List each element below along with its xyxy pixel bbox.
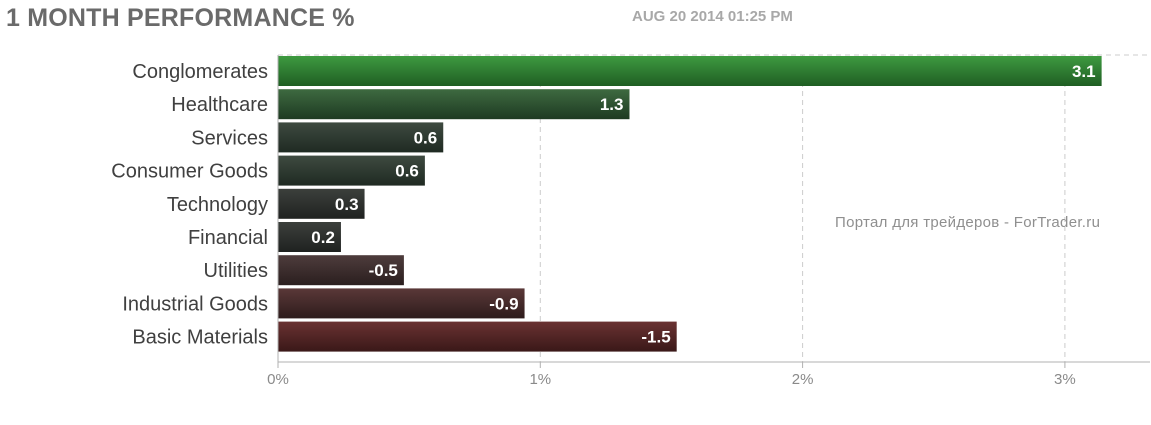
bar-conglomerates xyxy=(278,56,1102,86)
category-label: Basic Materials xyxy=(132,327,268,349)
category-label: Industrial Goods xyxy=(122,293,268,315)
x-tick-label: 2% xyxy=(792,371,814,388)
category-label: Services xyxy=(191,127,268,149)
value-label: 1.3 xyxy=(600,95,624,114)
bars: Conglomerates 3.1 Healthcare 1.3 Services 0.6… xyxy=(111,56,1101,352)
value-label: -1.5 xyxy=(641,328,670,347)
value-label: -0.9 xyxy=(489,294,518,313)
value-label: -0.5 xyxy=(369,261,398,280)
x-tick-label: 3% xyxy=(1054,371,1076,388)
value-label: 0.2 xyxy=(311,228,335,247)
category-label: Consumer Goods xyxy=(111,161,268,183)
x-tick-label: 1% xyxy=(529,371,551,388)
value-label: 3.1 xyxy=(1072,62,1096,81)
value-label: 0.6 xyxy=(414,128,438,147)
category-label: Financial xyxy=(188,227,268,249)
bar-basic-materials xyxy=(278,322,677,352)
x-tick-label: 0% xyxy=(267,371,289,388)
bar-industrial-goods xyxy=(278,288,525,318)
category-label: Technology xyxy=(167,194,268,216)
category-label: Utilities xyxy=(204,260,268,282)
watermark: Портал для трейдеров - ForTrader.ru xyxy=(835,214,1100,231)
value-label: 0.3 xyxy=(335,195,359,214)
value-label: 0.6 xyxy=(395,162,419,181)
bar-healthcare xyxy=(278,89,629,119)
category-label: Conglomerates xyxy=(132,61,268,83)
category-label: Healthcare xyxy=(171,94,268,116)
